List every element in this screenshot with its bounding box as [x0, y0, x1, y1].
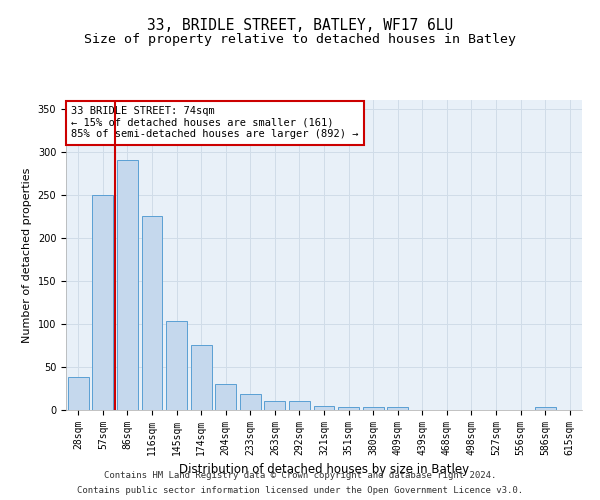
Bar	[338, 406, 359, 410]
Bar	[92, 194, 113, 410]
Text: Contains HM Land Registry data © Crown copyright and database right 2024.: Contains HM Land Registry data © Crown c…	[104, 471, 496, 480]
Bar	[142, 216, 163, 410]
Bar	[240, 394, 261, 410]
Bar	[68, 378, 89, 410]
Bar	[166, 322, 187, 410]
Bar	[289, 402, 310, 410]
Bar	[191, 344, 212, 410]
Text: Contains public sector information licensed under the Open Government Licence v3: Contains public sector information licen…	[77, 486, 523, 495]
Text: 33, BRIDLE STREET, BATLEY, WF17 6LU: 33, BRIDLE STREET, BATLEY, WF17 6LU	[147, 18, 453, 32]
Bar	[265, 400, 286, 410]
Bar	[535, 408, 556, 410]
Bar	[215, 384, 236, 410]
Bar	[387, 408, 408, 410]
Y-axis label: Number of detached properties: Number of detached properties	[22, 168, 32, 342]
Bar	[117, 160, 138, 410]
Text: Size of property relative to detached houses in Batley: Size of property relative to detached ho…	[84, 32, 516, 46]
Bar	[362, 408, 383, 410]
Text: 33 BRIDLE STREET: 74sqm
← 15% of detached houses are smaller (161)
85% of semi-d: 33 BRIDLE STREET: 74sqm ← 15% of detache…	[71, 106, 359, 140]
Bar	[314, 406, 334, 410]
X-axis label: Distribution of detached houses by size in Batley: Distribution of detached houses by size …	[179, 464, 469, 476]
